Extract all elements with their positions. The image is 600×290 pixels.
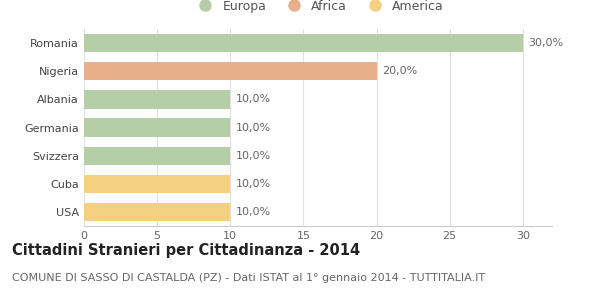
- Bar: [84, 34, 523, 52]
- Text: 20,0%: 20,0%: [382, 66, 418, 76]
- Legend: Europa, Africa, America: Europa, Africa, America: [192, 0, 444, 13]
- Text: 10,0%: 10,0%: [236, 151, 271, 161]
- Text: 10,0%: 10,0%: [236, 95, 271, 104]
- Text: 10,0%: 10,0%: [236, 123, 271, 133]
- Bar: [84, 175, 230, 193]
- Bar: [84, 90, 230, 108]
- Text: COMUNE DI SASSO DI CASTALDA (PZ) - Dati ISTAT al 1° gennaio 2014 - TUTTITALIA.IT: COMUNE DI SASSO DI CASTALDA (PZ) - Dati …: [12, 273, 485, 283]
- Bar: [84, 118, 230, 137]
- Text: 10,0%: 10,0%: [236, 179, 271, 189]
- Text: 30,0%: 30,0%: [529, 38, 564, 48]
- Bar: [84, 62, 377, 80]
- Bar: [84, 203, 230, 221]
- Text: 10,0%: 10,0%: [236, 207, 271, 217]
- Bar: [84, 147, 230, 165]
- Text: Cittadini Stranieri per Cittadinanza - 2014: Cittadini Stranieri per Cittadinanza - 2…: [12, 243, 360, 258]
